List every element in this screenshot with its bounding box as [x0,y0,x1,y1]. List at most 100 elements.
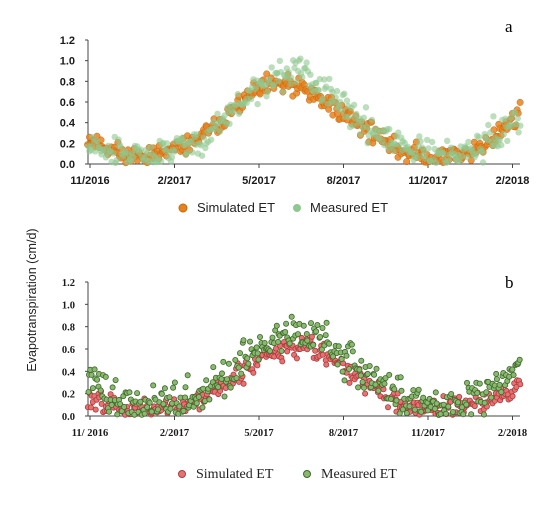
data-point [476,380,483,387]
data-point [85,388,92,395]
data-point [366,362,373,369]
data-point [416,133,423,140]
data-point [310,341,317,348]
data-point [496,381,503,388]
data-point [238,370,245,377]
data-point [384,404,391,411]
data-point [471,403,478,410]
data-point [87,404,94,411]
data-point [182,394,189,401]
panel-a: 0.0 0.2 0.4 0.6 0.8 1.0 1.2 11/2016 2/2017 5/2017… [60,17,530,215]
data-point [108,401,115,408]
data-point [371,371,378,378]
data-point [381,141,388,149]
data-point [458,152,465,160]
legend-label: Measured ET [321,467,397,482]
data-point [349,348,356,355]
data-point [254,350,261,357]
data-point [126,389,133,396]
data-point [404,143,411,150]
data-point [193,131,200,138]
data-point [391,386,398,393]
data-point [449,408,456,415]
data-point [398,387,405,394]
data-point [460,411,467,418]
data-point [456,157,463,165]
data-point [397,374,404,381]
data-point [220,358,227,365]
data-point [481,399,488,406]
data-point [235,110,243,117]
data-point [182,384,189,391]
data-point [303,330,310,337]
data-point [364,139,371,147]
y-tick-label: 1.0 [62,300,75,311]
data-point [179,134,186,141]
data-point [343,352,350,359]
data-point [240,337,247,344]
data-point [117,142,124,149]
data-point [445,157,452,165]
data-point [395,129,402,136]
x-tick-label: 5/2017 [242,175,276,187]
data-point [147,144,154,151]
data-point [117,401,124,408]
y-tick-label: 0.4 [60,118,76,130]
data-point [488,394,495,401]
data-point [275,77,282,85]
x-tick-label: 8/2017 [329,428,358,439]
data-point [479,148,486,155]
data-point [440,150,447,157]
data-point [246,338,253,345]
data-point [411,406,418,413]
data-point [198,152,206,159]
y-tick-label: 0.8 [60,76,75,88]
data-point [343,97,351,104]
data-point [429,138,436,146]
data-point [480,411,487,418]
data-point [487,129,494,136]
data-point [137,146,145,153]
data-point [113,156,121,164]
data-point [479,159,487,166]
data-point [234,90,241,98]
data-point [158,390,165,397]
data-point [496,137,503,144]
data-point [398,147,405,154]
data-point [89,134,97,141]
data-point [454,399,461,406]
legend-item: Measured ET [293,200,388,215]
data-point [319,324,326,331]
data-point [180,407,187,414]
data-point [510,371,517,378]
data-point [442,410,449,417]
data-point [432,389,439,396]
legend-item: Simulated ET [178,200,275,215]
data-point [406,403,413,410]
data-point [163,140,171,147]
data-point [278,347,285,354]
data-point [349,122,357,129]
data-point [256,333,263,340]
data-point [386,371,393,378]
data-point [502,115,509,123]
data-point [93,137,101,144]
data-point [338,356,345,363]
data-point [110,150,117,157]
legend-marker [293,204,301,212]
data-point [362,390,369,397]
data-point [323,319,330,326]
data-point [195,393,202,400]
data-point [193,400,200,407]
data-point [91,366,98,373]
data-point [509,393,516,400]
data-point [345,113,352,120]
data-point [319,351,326,358]
legend-marker [178,203,188,213]
data-point [300,322,307,329]
data-point [417,138,424,145]
data-point [109,384,116,391]
data-point [227,384,234,391]
data-point [216,128,224,135]
